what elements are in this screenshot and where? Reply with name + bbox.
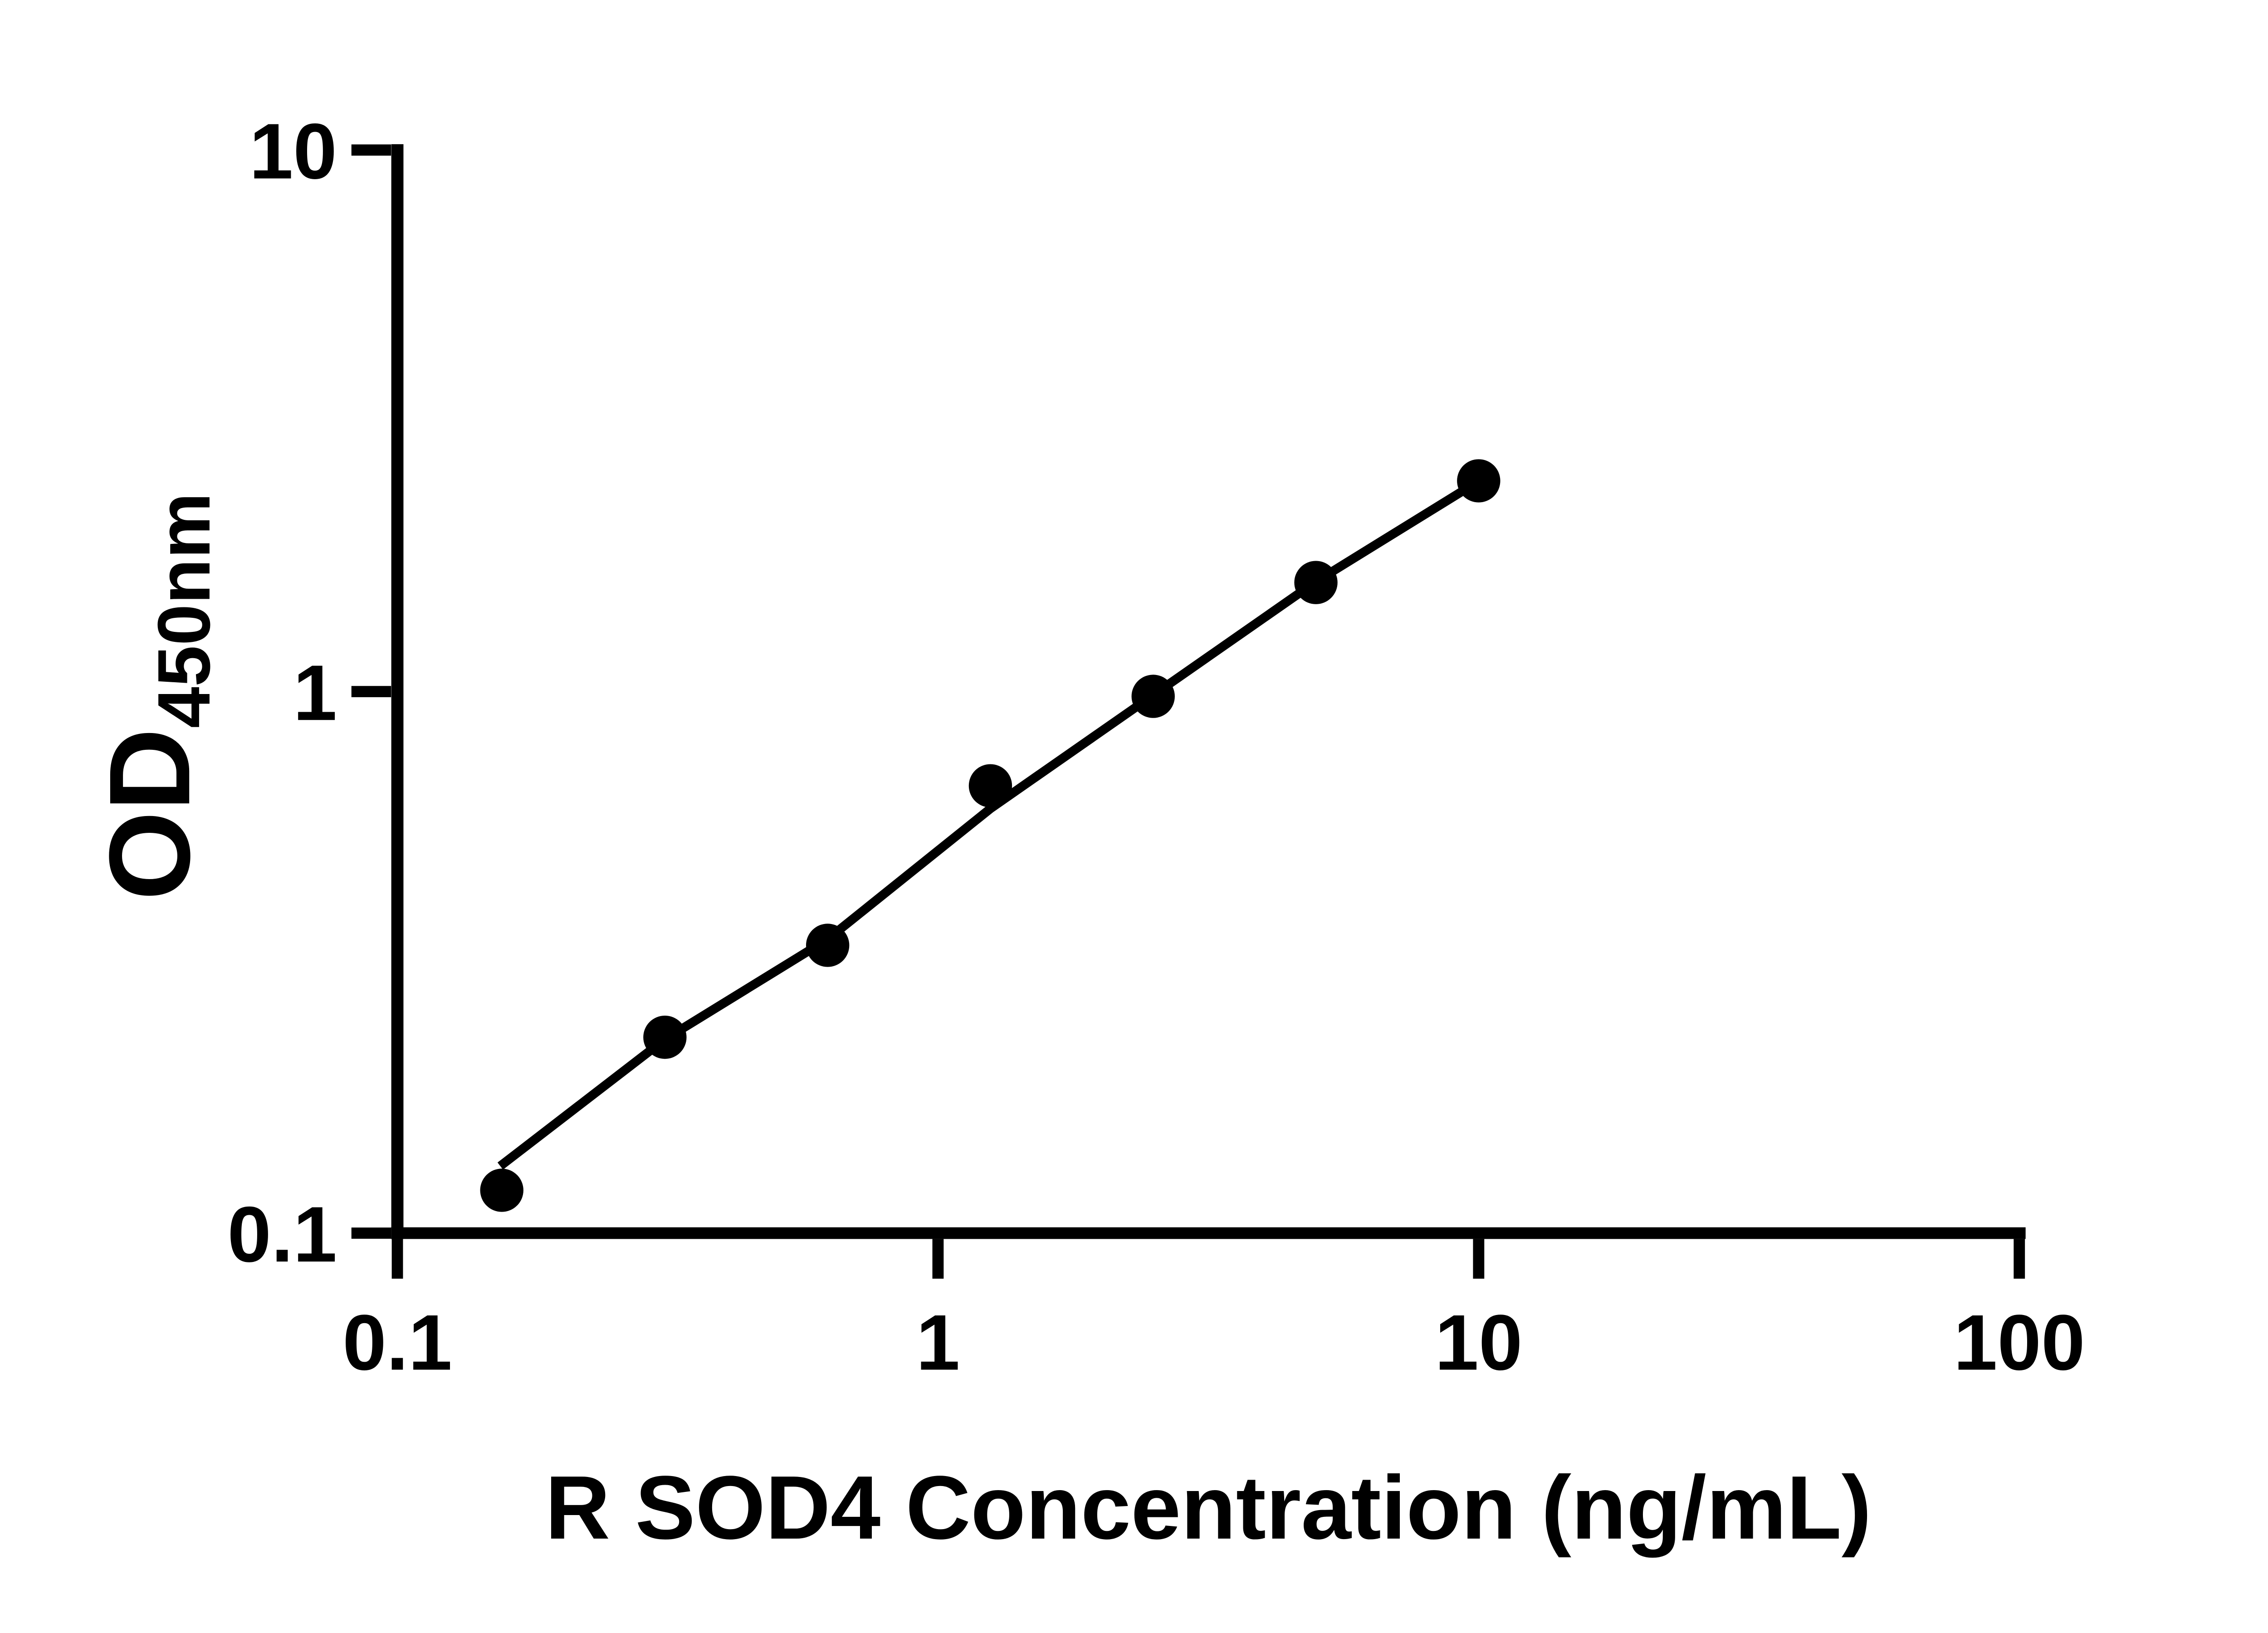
data-point: [1457, 459, 1501, 503]
data-point: [1131, 675, 1175, 718]
x-tick-label: 10: [1435, 1298, 1522, 1386]
y-axis-title-main: OD: [85, 728, 214, 900]
y-tick-label: 1: [293, 649, 337, 737]
data-point: [806, 924, 850, 967]
data-point: [968, 764, 1012, 807]
y-axis-title: OD450nm: [85, 493, 225, 900]
x-tick-label: 1: [916, 1298, 960, 1386]
x-tick-label: 0.1: [342, 1298, 452, 1386]
y-axis-title-sub: 450nm: [142, 493, 225, 728]
y-tick-label: 0.1: [227, 1190, 337, 1278]
y-tick-label: 10: [249, 107, 337, 195]
chart-generated-layer: 10 1 0.10.1 1 10 100: [227, 107, 2085, 1386]
x-axis-title: R SOD4 Concentration (ng/mL): [545, 1457, 1872, 1558]
data-point: [1294, 561, 1338, 604]
data-point: [480, 1169, 523, 1212]
x-tick-label: 100: [1954, 1298, 2085, 1386]
data-point: [643, 1015, 687, 1059]
